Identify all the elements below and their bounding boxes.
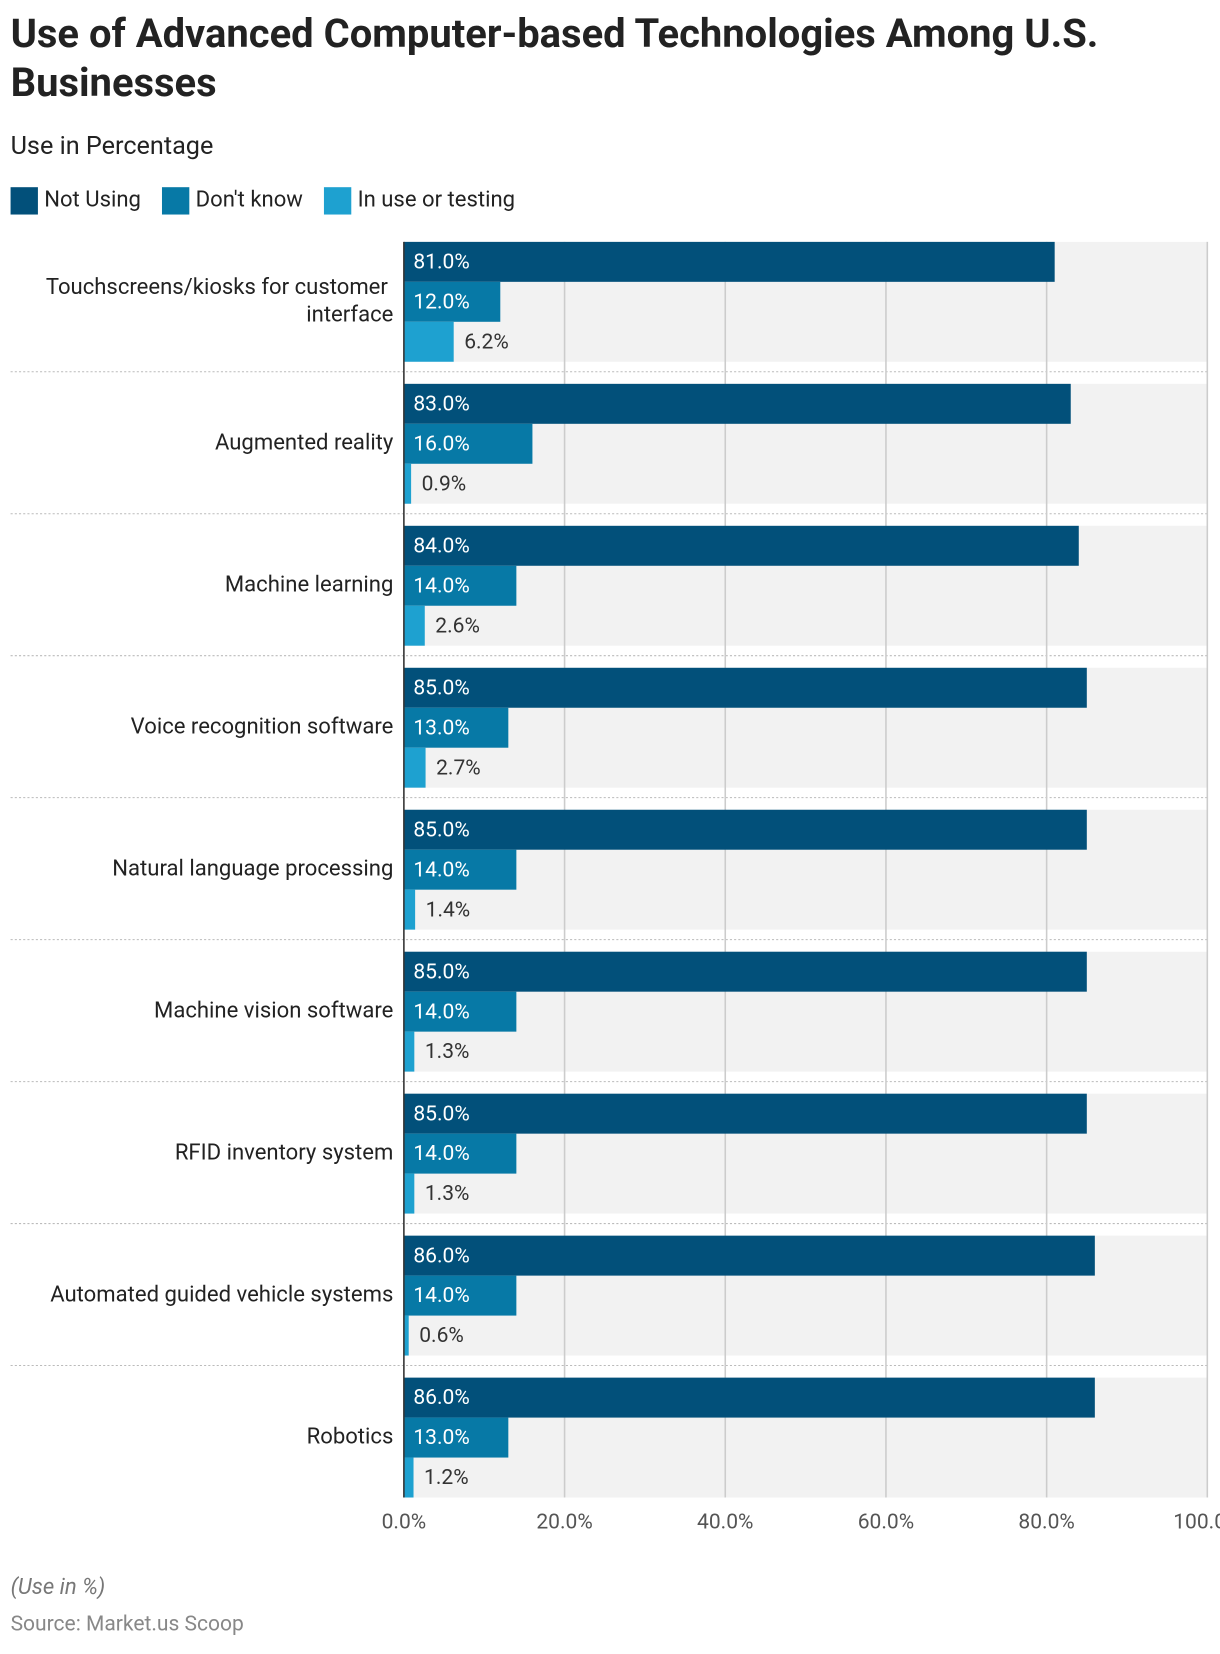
value-label: 13.0% — [413, 1425, 469, 1450]
category-label: RFID inventory system — [175, 1140, 394, 1165]
legend-label: Don't know — [196, 188, 304, 213]
bar — [403, 1315, 409, 1356]
value-label: 1.2% — [424, 1465, 469, 1490]
value-label: 1.3% — [425, 1039, 470, 1064]
bar — [403, 951, 1087, 992]
value-label: 1.4% — [426, 897, 471, 922]
legend-swatch — [10, 187, 38, 215]
legend-label: In use or testing — [358, 188, 515, 213]
bar — [403, 991, 517, 1032]
bar — [403, 1093, 1087, 1134]
x-tick-label: 100.0% — [1173, 1509, 1220, 1534]
value-label: 85.0% — [413, 1101, 469, 1126]
value-label: 81.0% — [413, 249, 469, 274]
value-label: 0.6% — [419, 1323, 464, 1348]
bar — [403, 849, 517, 890]
bar — [403, 1235, 1095, 1276]
bar — [403, 1133, 517, 1174]
category-label: Augmented reality — [215, 431, 394, 456]
value-label: 14.0% — [413, 999, 469, 1024]
legend-swatch — [323, 187, 352, 215]
value-label: 86.0% — [413, 1385, 469, 1410]
x-tick-label: 60.0% — [858, 1509, 914, 1534]
value-label: 14.0% — [413, 573, 469, 598]
chart-title: Use of Advanced Computer-based Technolog… — [11, 9, 1109, 105]
bar — [403, 463, 412, 504]
bar — [403, 809, 1087, 850]
category-label: Touchscreens/kiosks for customer interfa… — [46, 275, 394, 327]
bar — [403, 1377, 1095, 1418]
bar — [403, 747, 426, 788]
category-label: Natural language processing — [112, 857, 393, 882]
x-tick-label: 0.0% — [382, 1509, 427, 1534]
note: (Use in %) — [11, 1575, 106, 1600]
value-label: 0.9% — [422, 471, 467, 496]
bar — [403, 605, 425, 646]
value-label: 85.0% — [413, 817, 469, 842]
value-label: 85.0% — [413, 959, 469, 984]
value-label: 86.0% — [413, 1243, 469, 1268]
x-tick-label: 20.0% — [536, 1509, 592, 1534]
category-label: Machine vision software — [154, 998, 393, 1023]
value-label: 14.0% — [413, 857, 469, 882]
category-label: Automated guided vehicle systems — [50, 1282, 393, 1307]
value-label: 1.3% — [425, 1181, 470, 1206]
value-label: 6.2% — [464, 329, 509, 354]
bar — [403, 1275, 517, 1316]
value-label: 84.0% — [413, 533, 469, 558]
value-label: 85.0% — [413, 675, 469, 700]
value-label: 12.0% — [413, 289, 469, 314]
category-label: Voice recognition software — [131, 715, 394, 740]
value-label: 13.0% — [413, 715, 469, 740]
bar — [403, 321, 454, 362]
bar — [403, 383, 1071, 424]
bar — [403, 423, 533, 464]
x-tick-label: 80.0% — [1018, 1509, 1074, 1534]
chart-subtitle: Use in Percentage — [11, 132, 214, 161]
legend-label: Not Using — [44, 188, 141, 213]
bar — [403, 525, 1079, 566]
bar — [403, 241, 1055, 282]
bar — [403, 889, 416, 930]
legend-swatch — [161, 187, 190, 215]
value-label: 14.0% — [413, 1283, 469, 1308]
value-label: 14.0% — [413, 1141, 469, 1166]
bar — [403, 1173, 415, 1214]
bar — [403, 707, 509, 748]
source: Source: Market.us Scoop — [11, 1611, 244, 1636]
x-tick-label: 40.0% — [697, 1509, 753, 1534]
bar — [403, 1417, 509, 1458]
bar — [403, 565, 517, 606]
bar — [403, 281, 501, 322]
bar — [403, 667, 1087, 708]
bar — [403, 1031, 415, 1072]
value-label: 16.0% — [413, 431, 469, 456]
category-label: Machine learning — [225, 573, 393, 598]
value-label: 83.0% — [413, 391, 469, 416]
value-label: 2.7% — [436, 755, 481, 780]
bar — [403, 1457, 414, 1498]
category-label: Robotics — [307, 1424, 394, 1449]
value-label: 2.6% — [435, 613, 480, 638]
